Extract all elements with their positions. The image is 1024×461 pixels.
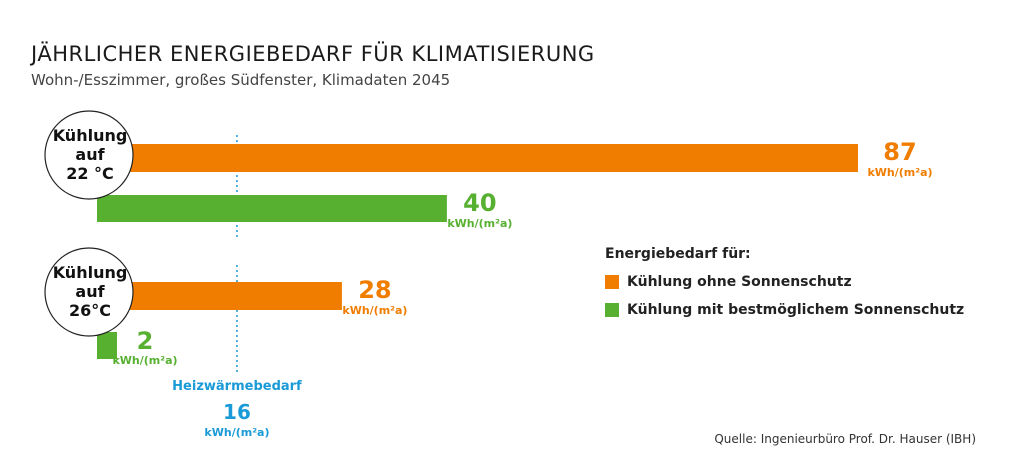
legend-title: Energiebedarf für: [605,246,751,262]
source-note: Quelle: Ingenieurbüro Prof. Dr. Hauser (… [714,432,976,446]
legend: Energiebedarf für: Kühlung ohne Sonnensc… [605,246,964,330]
category-label: Kühlung [53,126,128,145]
legend-item-ohne: Kühlung ohne Sonnenschutz [605,274,964,290]
category-label: Kühlung [53,263,128,282]
category-badge [44,110,134,200]
bar [97,195,447,222]
legend-swatch [605,303,619,317]
unit-label: kWh/(m²a) [447,217,512,230]
value-label: 28 [358,276,391,304]
bar [120,144,858,172]
unit-label: kWh/(m²a) [112,354,177,367]
legend-label: Kühlung mit bestmöglichem Sonnenschutz [627,302,965,318]
reference-label: Heizwärmebedarf [172,379,302,394]
category-label: auf [75,282,105,301]
legend-swatch [605,275,619,289]
category-label: auf [75,145,105,164]
legend-label: Kühlung ohne Sonnenschutz [627,274,852,290]
legend-item-mit: Kühlung mit bestmöglichem Sonnenschutz [605,302,964,318]
bar [120,282,342,310]
value-label: 87 [883,138,916,166]
category-badge [44,247,134,337]
category-label: 26°C [69,301,111,320]
unit-label: kWh/(m²a) [867,166,932,179]
unit-label: kWh/(m²a) [342,304,407,317]
reference-value: 16 [223,400,251,424]
reference-unit: kWh/(m²a) [204,426,269,439]
value-label: 2 [137,327,154,355]
chart-title: JÄHRLICHER ENERGIEBEDARF FÜR KLIMATISIER… [31,42,595,66]
bar [97,332,117,359]
value-label: 40 [463,189,496,217]
chart-subtitle: Wohn-/Esszimmer, großes Südfenster, Klim… [31,71,451,89]
category-label: 22 °C [66,164,114,183]
